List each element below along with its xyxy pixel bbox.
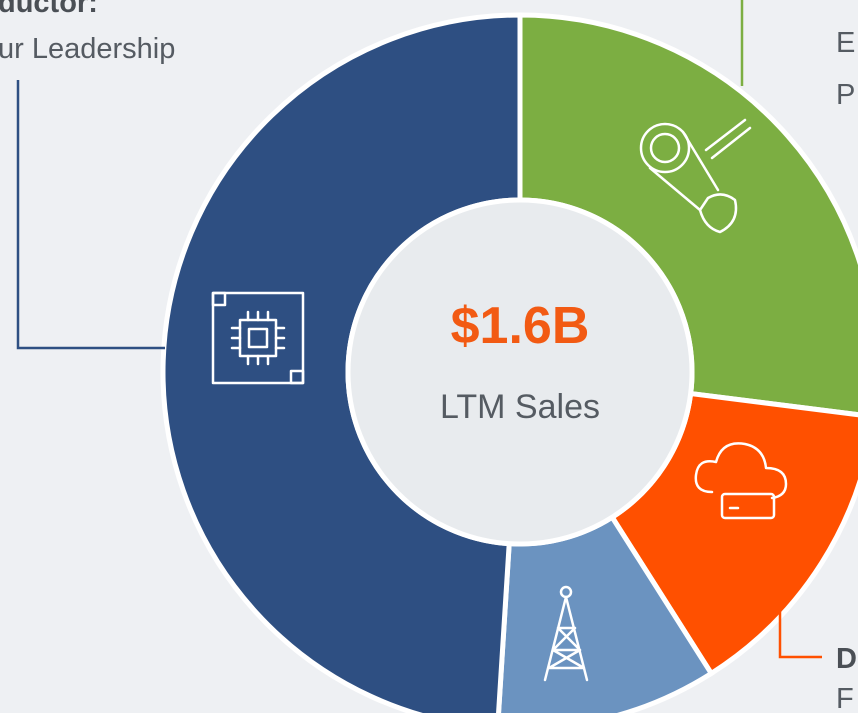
annotation: D (836, 643, 857, 675)
connector (778, 600, 822, 659)
center-label: LTM Sales (440, 388, 600, 426)
annotation: ur Leadership (0, 33, 175, 65)
connector (16, 80, 165, 350)
donut (160, 12, 858, 713)
tower-icon (543, 585, 589, 682)
annotation: P (836, 79, 855, 111)
annotation: F (836, 683, 854, 713)
tool-icon (639, 118, 752, 234)
donut-hole (345, 197, 695, 547)
annotation: E (836, 27, 855, 59)
chip-icon (211, 291, 305, 385)
center-value: $1.6B (451, 297, 590, 355)
annotation: ductor: (0, 0, 98, 19)
cloud-icon (694, 442, 788, 520)
